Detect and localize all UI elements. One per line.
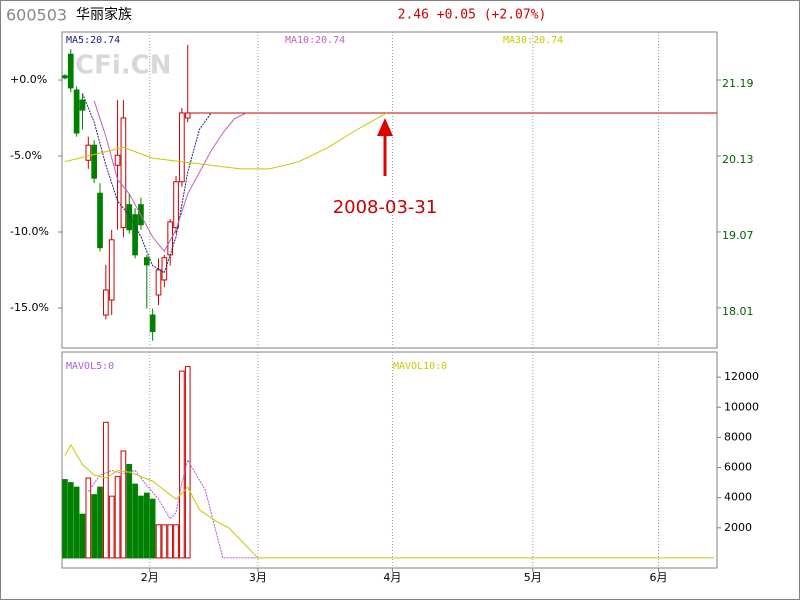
volume-bar [108,495,115,559]
candle-body [126,204,133,231]
x-tick-label: 4月 [383,571,401,584]
ma-line [64,443,715,559]
x-tick-label: 2月 [141,571,159,584]
volume-bar [132,483,138,559]
candle-body [155,269,162,296]
candle-body [149,314,156,333]
volume-bar [149,498,156,559]
ma-line [93,100,247,253]
volume-panel [61,351,718,569]
candle-body [132,214,138,256]
y2-tick-label: +0.0% [10,73,47,86]
candle-body [85,144,92,161]
volume-bar [62,479,68,559]
volume-bar [184,366,191,559]
y-tick-label: 10000 [724,400,759,413]
watermark: CFi.CN [75,51,171,81]
y-tick-label: 21.19 [722,77,754,90]
y-tick-label: 20.13 [722,153,754,166]
legend-entry: MA30:20.74 [503,35,563,46]
ma-line [64,112,387,170]
candle-body [120,117,127,229]
candle-body [114,154,121,166]
volume-bar [167,524,174,559]
annotation: 2008-03-31 [333,197,438,218]
y-tick-label: 4000 [724,491,752,504]
x-tick-label: 3月 [249,571,267,584]
volume-bar [73,486,80,559]
candle-body [97,192,103,249]
y-tick-label: 2000 [724,521,752,534]
candle-body [91,144,98,179]
ma-line [87,458,258,559]
volume-bar [143,492,150,559]
volume-bar [79,513,86,559]
candle-body [184,112,191,119]
volume-bar [103,421,109,559]
candle-body [103,289,109,316]
candle-body [161,257,168,281]
legend-entry: MAVOL5:0 [66,361,114,372]
legend-entry: MAVOL10:0 [393,361,447,372]
volume-bar [138,495,144,559]
candle-body [79,99,86,111]
volume-bar [161,524,168,559]
arrow-head [377,118,393,136]
y2-tick-label: -5.0% [10,149,42,162]
volume-bar [126,464,133,559]
volume-bar [85,477,92,559]
volume-bar [67,482,74,559]
candle-body [173,181,179,229]
x-tick-label: 6月 [650,571,668,584]
candle-body [108,239,115,301]
y-tick-label: 6000 [724,461,752,474]
stock-name: 华丽家族 [76,6,132,23]
volume-bar [91,494,98,559]
legend-entry: MA5:20.74 [66,35,120,46]
volume-bar [155,524,162,559]
volume-bar [114,476,121,559]
volume-bar [179,370,185,559]
y-tick-label: 12000 [724,370,759,383]
candle-body [67,53,74,89]
stock-code: 600503 [6,6,67,25]
x-tick-label: 5月 [524,571,542,584]
volume-bar [173,524,179,559]
price-panel [61,31,718,349]
y-tick-label: 18.01 [722,305,754,318]
volume-bar [120,450,127,559]
volume-bar [97,486,103,559]
y-tick-label: 8000 [724,430,752,443]
y2-tick-label: -15.0% [10,301,49,314]
ma-line [82,93,212,274]
candle-body [179,112,185,183]
candle-body [73,89,80,134]
legend-entry: MA10:20.74 [285,35,345,46]
quote: 2.46 +0.05 (+2.07%) [398,8,547,23]
y2-tick-label: -10.0% [10,225,49,238]
candle-body [143,257,150,266]
candle-body [62,75,68,79]
y-tick-label: 19.07 [722,229,754,242]
